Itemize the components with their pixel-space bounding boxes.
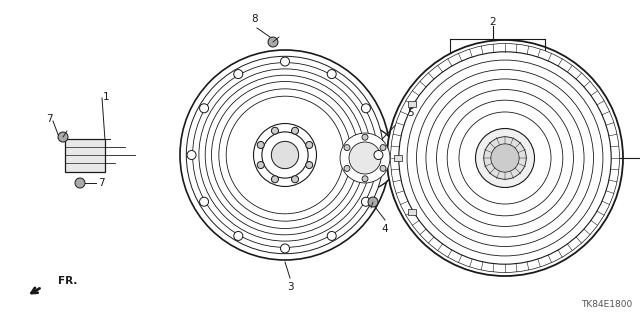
- Circle shape: [226, 96, 344, 214]
- Text: 7: 7: [46, 114, 53, 124]
- Circle shape: [417, 70, 593, 247]
- Circle shape: [476, 129, 534, 188]
- Circle shape: [257, 141, 264, 148]
- Circle shape: [380, 145, 386, 151]
- Circle shape: [399, 52, 611, 264]
- Circle shape: [380, 165, 386, 171]
- Circle shape: [257, 161, 264, 168]
- Circle shape: [75, 178, 85, 188]
- Circle shape: [491, 144, 519, 172]
- Circle shape: [180, 50, 390, 260]
- Circle shape: [333, 126, 397, 190]
- Circle shape: [306, 161, 313, 168]
- Circle shape: [268, 37, 278, 47]
- Circle shape: [280, 57, 289, 66]
- Circle shape: [327, 70, 336, 78]
- Circle shape: [426, 79, 584, 237]
- Circle shape: [253, 123, 317, 187]
- Circle shape: [362, 134, 368, 140]
- Text: TK84E1800: TK84E1800: [580, 300, 632, 309]
- Circle shape: [262, 132, 308, 178]
- Circle shape: [211, 81, 358, 228]
- Circle shape: [387, 40, 623, 276]
- Circle shape: [234, 231, 243, 241]
- Text: 7: 7: [98, 178, 104, 188]
- Circle shape: [459, 112, 551, 204]
- Circle shape: [436, 90, 573, 226]
- Circle shape: [447, 100, 563, 216]
- Circle shape: [292, 127, 298, 134]
- FancyBboxPatch shape: [408, 101, 416, 107]
- Text: 3: 3: [287, 282, 293, 292]
- Text: FR.: FR.: [58, 276, 77, 286]
- Text: 2: 2: [490, 17, 496, 27]
- FancyBboxPatch shape: [408, 209, 416, 215]
- Circle shape: [362, 197, 371, 206]
- Circle shape: [362, 176, 368, 182]
- Circle shape: [58, 132, 68, 142]
- Circle shape: [234, 70, 243, 78]
- Circle shape: [186, 56, 384, 254]
- Circle shape: [200, 197, 209, 206]
- Text: 4: 4: [381, 224, 388, 234]
- Circle shape: [306, 141, 313, 148]
- Circle shape: [344, 145, 350, 151]
- Circle shape: [340, 133, 390, 183]
- Text: 8: 8: [252, 14, 259, 24]
- Circle shape: [407, 60, 603, 256]
- Circle shape: [200, 104, 209, 113]
- Circle shape: [271, 141, 299, 169]
- Circle shape: [374, 151, 383, 160]
- Circle shape: [271, 127, 278, 134]
- Circle shape: [390, 43, 620, 272]
- Circle shape: [484, 137, 526, 179]
- Circle shape: [362, 104, 371, 113]
- Circle shape: [187, 151, 196, 160]
- Circle shape: [271, 176, 278, 183]
- Circle shape: [327, 231, 336, 241]
- Circle shape: [344, 165, 350, 171]
- Text: 5: 5: [407, 108, 413, 118]
- Circle shape: [205, 75, 365, 235]
- Circle shape: [219, 89, 351, 221]
- FancyBboxPatch shape: [65, 138, 105, 172]
- Circle shape: [349, 142, 381, 174]
- Circle shape: [280, 244, 289, 253]
- Text: 1: 1: [103, 92, 109, 102]
- Circle shape: [292, 176, 298, 183]
- Circle shape: [368, 197, 378, 207]
- FancyBboxPatch shape: [394, 155, 402, 161]
- Circle shape: [199, 69, 371, 241]
- Circle shape: [193, 63, 378, 248]
